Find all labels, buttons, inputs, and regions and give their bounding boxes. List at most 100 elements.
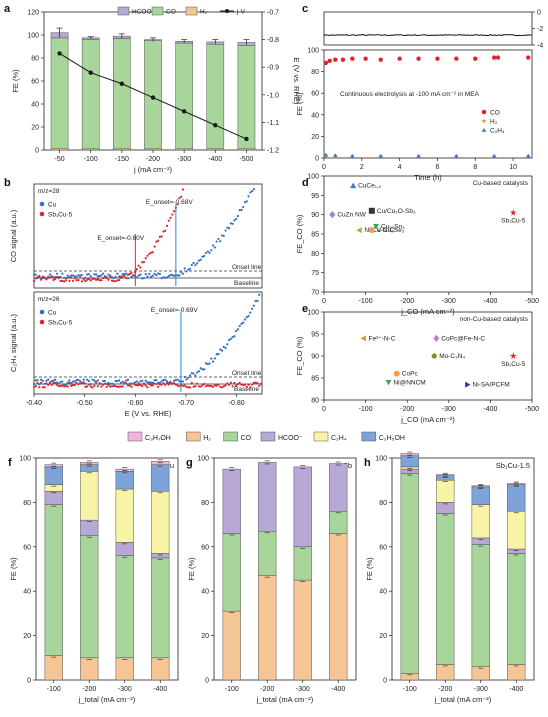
- scatter-sbcu-b_top: [167, 219, 170, 222]
- y-tick-label-f: 0: [27, 678, 31, 685]
- scatter-sbcu-b_bottom: [54, 381, 57, 385]
- bar-h-HCOO⁻: [471, 537, 490, 545]
- scatter-cu-b_bottom: [235, 330, 238, 333]
- scatter-sbcu-b_bottom: [68, 381, 71, 384]
- onset-line-label-b_bottom: Onset line: [232, 370, 262, 377]
- scatter-sbcu-b_bottom: [229, 381, 232, 384]
- scatter-cu-b_top: [144, 273, 147, 276]
- scatter-sbcu-b_bottom: [116, 385, 119, 388]
- scatter-cu-b_bottom: [43, 382, 46, 385]
- scatter-sbcu-b_top: [180, 195, 183, 198]
- scatter-cu-b_top: [158, 272, 162, 276]
- scatter-sbcu-b_bottom: [148, 382, 151, 386]
- y-axis-label-d: FE_CO (%): [295, 214, 304, 253]
- onset-label-cu-b_bottom: E_onset=-0.69V: [151, 307, 198, 314]
- scatter-cu-b_bottom: [133, 381, 137, 384]
- scatter-sbcu-b_bottom: [258, 384, 261, 387]
- x-tick-label-e: -300: [442, 406, 456, 413]
- scatter-sbcu-b_bottom: [238, 381, 241, 384]
- scatter-cu-b_bottom: [52, 379, 55, 382]
- legend-label-fgh: H₂: [203, 435, 211, 442]
- x-tick-label-c: 2: [360, 164, 364, 171]
- y-tick-label-a: 0: [35, 148, 39, 155]
- scatter-sbcu-b_bottom: [215, 384, 218, 387]
- bar-h-H₂: [471, 666, 490, 681]
- scatter-sbcu-b_bottom: [208, 384, 211, 388]
- scatter-sbcu-b_bottom: [158, 383, 162, 386]
- scatter-sbcu-b_bottom: [59, 384, 62, 388]
- scatter-cu-b_top: [114, 275, 117, 279]
- bar-f-C₂H₅OH: [151, 464, 170, 492]
- scatter-cu-b_top: [192, 261, 195, 265]
- x-tick-label-h: -300: [474, 686, 488, 693]
- scatter-sbcu-b_top: [109, 275, 112, 278]
- x-tick-label-g: -400: [331, 686, 345, 693]
- y-axis-label-g: FE (%): [187, 557, 196, 581]
- scatter-sbcu-b_top: [141, 261, 144, 264]
- scatter-sbcu-b_bottom: [125, 382, 128, 385]
- y-tick-label-a: 20: [31, 125, 39, 132]
- scatter-sbcu-b_top: [38, 275, 41, 278]
- legend-label-fgh: C₃H₇OH: [145, 435, 171, 442]
- point-e: [465, 381, 471, 388]
- scatter-cu-b_top: [77, 274, 80, 277]
- scatter-cu-b_bottom: [137, 382, 140, 385]
- scatter-cu-b_bottom: [224, 346, 227, 350]
- y2-tick-label-a: -1.2: [267, 148, 279, 155]
- scatter-cu-b_bottom: [109, 382, 112, 385]
- y-tick-label-e: 95: [311, 332, 319, 339]
- scatter-cu-b_top: [107, 273, 110, 276]
- scatter-cu-b_top: [68, 276, 71, 279]
- scatter-cu-b_bottom: [157, 381, 160, 384]
- legend-marker-b_top: [39, 211, 45, 217]
- bar-h-C₂H₄: [471, 504, 490, 539]
- bar-f-H₂: [115, 657, 134, 681]
- bar-h-CO: [436, 513, 455, 665]
- y-tick-label-c: 100: [307, 48, 319, 55]
- scatter-cu-b_top: [238, 209, 241, 212]
- scatter-cu-b_top: [87, 273, 91, 276]
- bar-f-H₂: [44, 655, 63, 681]
- scatter-cu-b_bottom: [151, 381, 154, 384]
- scatter-cu-b_top: [231, 222, 234, 225]
- scatter-sbcu-b_top: [181, 188, 185, 191]
- scatter-sbcu-b_top: [162, 230, 165, 233]
- legend-swatch-a: [117, 6, 130, 16]
- scatter-sbcu-b_bottom: [57, 385, 60, 388]
- scatter-cu-b_bottom: [201, 368, 204, 371]
- scatter-cu-b_bottom: [87, 379, 91, 383]
- scatter-sbcu-b_top: [96, 278, 99, 281]
- scatter-cu-b_top: [121, 273, 124, 276]
- x-tick-label-a: -500: [239, 156, 253, 163]
- y-tick-label-f: 100: [19, 456, 31, 463]
- scatter-cu-b_top: [224, 229, 227, 232]
- scatter-cu-b_top: [240, 208, 243, 212]
- scatter-cu-b_top: [196, 262, 199, 265]
- point-c-CO: [416, 56, 421, 61]
- scatter-sbcu-b_top: [89, 279, 92, 282]
- y-tick-label-g: 80: [201, 500, 209, 507]
- scatter-cu-b_top: [219, 240, 222, 243]
- legend-line-marker-a: [225, 9, 229, 13]
- scatter-sbcu-b_bottom: [243, 383, 247, 386]
- scatter-cu-b_bottom: [217, 353, 220, 356]
- x-tick-label-b: -0.80: [229, 400, 245, 407]
- scatter-cu-b_bottom: [233, 335, 236, 338]
- legend-swatch-fgh: [313, 431, 329, 442]
- legend-label-b_bottom: Sb₁Cu-5: [48, 320, 73, 327]
- point-c-CO: [435, 56, 440, 61]
- scatter-sbcu-b_top: [55, 275, 59, 279]
- scatter-sbcu-b_top: [119, 275, 122, 278]
- scatter-cu-b_bottom: [84, 382, 87, 385]
- scatter-sbcu-b_top: [158, 235, 162, 238]
- scatter-cu-b_top: [235, 217, 238, 221]
- bar-a-CO: [237, 45, 256, 150]
- x-tick-label-e: -200: [400, 406, 414, 413]
- legend-label-fgh: HCOO⁻: [278, 435, 303, 442]
- plot-frame-d: [323, 175, 533, 293]
- line-point-a: [57, 51, 62, 56]
- point-c-CO: [363, 56, 368, 61]
- scatter-sbcu-b_top: [41, 275, 44, 278]
- point-label-e: CoPc: [402, 371, 419, 378]
- x-tick-label-c: 0: [322, 164, 326, 171]
